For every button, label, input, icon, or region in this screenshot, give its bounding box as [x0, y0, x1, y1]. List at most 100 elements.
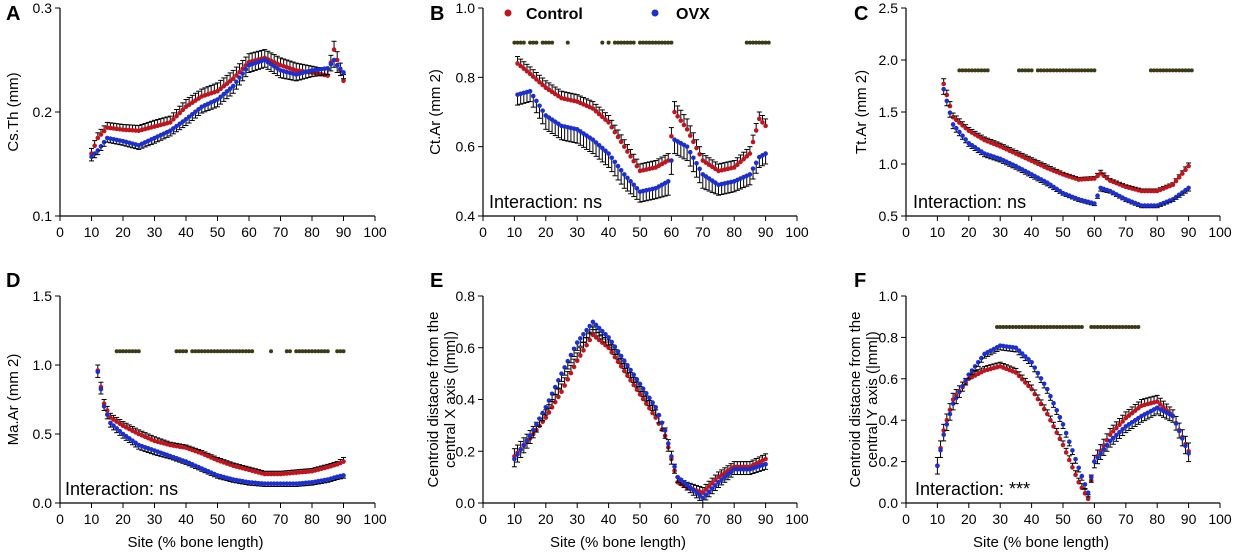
data-point [665, 441, 671, 446]
data-point [565, 377, 571, 382]
significance-dot [247, 349, 251, 354]
x-tick-label: 10 [507, 511, 523, 527]
data-point [174, 123, 179, 129]
significance-dot [1117, 325, 1122, 330]
data-point [963, 125, 968, 131]
significance-dot [763, 40, 768, 45]
significance-dot [193, 349, 198, 354]
significance-dot [1057, 325, 1062, 330]
data-point [578, 353, 583, 358]
data-point [1110, 429, 1116, 434]
significance-dot [622, 40, 627, 45]
significance-dot [976, 68, 981, 73]
data-point [1013, 345, 1019, 351]
data-point [622, 144, 627, 149]
data-point [656, 412, 662, 418]
legend-label-ovx: OVX [676, 6, 710, 23]
series-control [941, 78, 1192, 194]
data-point [596, 142, 602, 148]
data-point [546, 398, 552, 403]
data-point [631, 158, 637, 164]
data-point [574, 358, 580, 363]
x-tick-label: 40 [1024, 511, 1040, 527]
significance-dot [1026, 325, 1031, 330]
data-point [763, 151, 768, 156]
data-point [278, 481, 283, 486]
data-point [518, 63, 523, 69]
y-axis-label: Centroid distacne from the [425, 312, 442, 488]
data-point [1029, 386, 1034, 392]
significance-dot [243, 349, 248, 354]
data-point [98, 386, 104, 392]
data-point [1180, 436, 1185, 441]
data-point [590, 106, 596, 111]
data-point [1019, 351, 1025, 356]
data-point [719, 477, 724, 483]
significance-dot [1051, 325, 1056, 330]
data-point [571, 364, 577, 370]
significance-dot [1004, 325, 1009, 330]
series-ovx [934, 343, 1192, 498]
data-point [196, 106, 201, 112]
data-point [625, 175, 630, 181]
significance-dot [1126, 325, 1131, 330]
data-point [167, 120, 173, 125]
x-tick-label: 30 [147, 224, 163, 240]
data-point [603, 342, 608, 348]
significance-dot [1120, 325, 1125, 330]
data-point [650, 410, 655, 416]
data-point [1060, 442, 1066, 448]
significance-dot [1114, 325, 1119, 330]
significance-dot [612, 40, 617, 45]
x-axis-label: Site (% bone length) [973, 534, 1109, 551]
data-point [1098, 171, 1103, 176]
data-point [104, 408, 110, 413]
data-point [1170, 413, 1176, 419]
significance-dot [1042, 68, 1047, 73]
x-tick-label: 90 [1181, 224, 1197, 240]
significance-dot [521, 40, 526, 45]
data-point [941, 86, 946, 92]
x-tick-label: 40 [178, 511, 194, 527]
data-point [108, 420, 113, 426]
data-point [697, 166, 702, 172]
data-point [763, 456, 768, 462]
data-point [1092, 459, 1097, 464]
data-point [738, 159, 743, 165]
data-point [587, 337, 593, 343]
data-point [521, 66, 527, 71]
data-point [177, 110, 182, 116]
significance-dot [973, 68, 978, 73]
x-tick-label: 90 [336, 511, 352, 527]
data-point [275, 481, 280, 486]
significance-dot [1054, 68, 1059, 73]
data-point [1095, 455, 1100, 460]
data-point [95, 369, 101, 375]
panel-letter: E [430, 270, 443, 292]
significance-dot [1067, 325, 1072, 330]
data-point [1060, 422, 1066, 427]
y-tick-label: 2.5 [879, 0, 899, 16]
significance-dot [1133, 325, 1138, 330]
data-point [556, 394, 561, 400]
x-tick-label: 90 [758, 224, 774, 240]
series-control [95, 364, 346, 477]
data-point [600, 145, 605, 151]
significance-dot [127, 349, 132, 354]
data-point [609, 124, 615, 130]
data-point [95, 135, 101, 141]
data-point [647, 405, 652, 411]
significance-dot [1098, 325, 1103, 330]
series-ovx [89, 57, 346, 162]
data-point [1173, 421, 1179, 426]
data-point [574, 340, 580, 345]
significance-dot [1007, 325, 1012, 330]
data-point [1045, 386, 1050, 392]
significance-dot [341, 349, 346, 354]
data-point [1073, 472, 1078, 478]
data-point [1095, 193, 1100, 199]
data-point [1095, 173, 1100, 179]
significance-dot [534, 40, 539, 45]
significance-dot [1073, 68, 1078, 73]
